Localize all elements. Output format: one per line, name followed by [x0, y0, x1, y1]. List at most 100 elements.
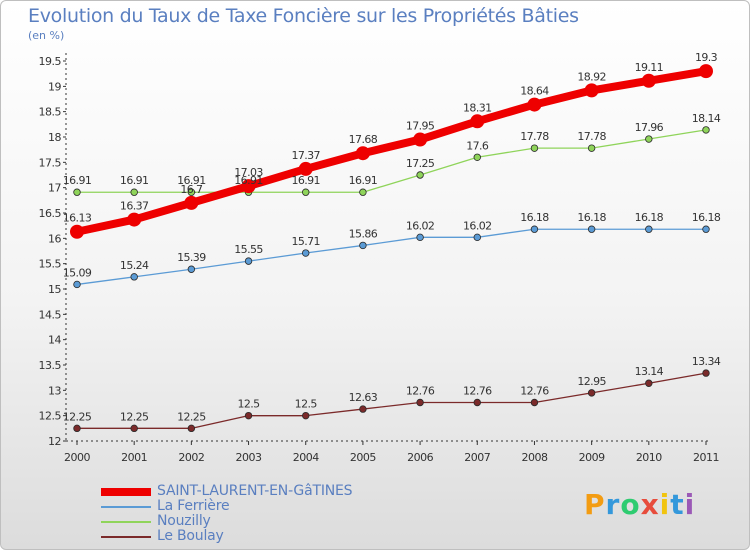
data-label: 16.13 [63, 212, 92, 225]
y-tick-label: 14 [48, 334, 61, 347]
data-point [699, 64, 713, 79]
x-tick-label: 2007 [464, 451, 490, 464]
data-point [130, 273, 138, 281]
data-point [587, 144, 596, 152]
data-point [645, 379, 653, 387]
data-label: 12.25 [120, 410, 149, 423]
data-point [416, 398, 424, 407]
x-tick-label: 2005 [350, 451, 376, 464]
data-label: 13.14 [635, 365, 664, 378]
data-point [73, 280, 81, 289]
data-label: 18.31 [463, 101, 492, 114]
data-point [416, 233, 424, 242]
logo-letter: r [605, 488, 621, 521]
data-label: 19.3 [695, 51, 718, 64]
data-label: 15.24 [120, 259, 149, 272]
logo-letter: t [670, 488, 685, 521]
data-label: 16.18 [520, 211, 549, 224]
data-point [359, 241, 367, 250]
data-label: 15.71 [291, 235, 320, 248]
logo-letter: x [640, 488, 660, 521]
data-point [527, 97, 542, 112]
logo-letter: P [584, 488, 606, 521]
data-label: 12.25 [63, 410, 92, 423]
data-point [359, 188, 367, 196]
legend-swatch [101, 488, 151, 496]
data-point [530, 398, 539, 407]
data-point [73, 424, 81, 433]
x-tick-label: 2002 [178, 451, 204, 464]
data-point [530, 225, 539, 233]
data-label: 12.76 [406, 384, 435, 397]
data-point [530, 144, 539, 152]
data-label: 16.91 [291, 174, 320, 187]
data-point [416, 171, 424, 179]
data-label: 12.95 [577, 375, 606, 388]
legend-label: Nouzilly [157, 513, 211, 529]
y-tick-label: 19 [48, 80, 61, 93]
data-point [70, 224, 84, 239]
logo-letter: o [620, 488, 641, 521]
x-tick-label: 2011 [693, 451, 719, 464]
legend-label: SAINT-LAURENT-EN-GâTINES [157, 483, 353, 499]
data-point [587, 389, 596, 397]
data-point [241, 179, 256, 194]
data-point [473, 153, 481, 161]
data-label: 16.7 [180, 183, 203, 196]
legend-label: Le Boulay [157, 528, 224, 544]
data-point [298, 161, 313, 176]
data-label: 12.5 [295, 398, 318, 411]
logo-letter: i [659, 488, 671, 521]
data-label: 16.02 [406, 219, 435, 232]
series-line-0 [73, 67, 710, 236]
chart-title: Evolution du Taux de Taxe Foncière sur l… [28, 5, 579, 27]
y-tick-label: 18.5 [39, 106, 62, 119]
data-label: 17.96 [635, 121, 664, 134]
data-point [130, 424, 138, 433]
data-label: 15.39 [177, 251, 206, 264]
y-tick-label: 12 [48, 435, 61, 448]
data-label: 16.37 [120, 200, 149, 213]
data-point [187, 188, 196, 196]
data-point [702, 369, 710, 377]
data-label: 13.34 [692, 355, 721, 368]
y-tick-label: 15.5 [39, 258, 62, 271]
data-point [645, 225, 653, 233]
y-tick-label: 13 [48, 384, 61, 397]
legend-label: La Ferrière [157, 498, 230, 514]
series-line-2 [76, 129, 707, 193]
data-label: 18.64 [520, 85, 549, 98]
data-point [187, 424, 196, 433]
data-point [127, 212, 142, 227]
data-label: 17.6 [466, 139, 489, 152]
data-label: 17.03 [234, 166, 263, 179]
y-tick-label: 16.5 [39, 207, 62, 220]
data-point [473, 398, 481, 407]
data-point [584, 83, 599, 98]
data-label: 18.14 [692, 112, 721, 125]
data-label: 16.91 [349, 174, 378, 187]
data-point [587, 225, 596, 233]
data-label: 17.68 [349, 133, 378, 146]
x-tick-label: 2008 [521, 451, 547, 464]
data-label: 16.18 [635, 211, 664, 224]
data-label: 19.11 [635, 61, 664, 74]
data-point [470, 114, 485, 129]
y-tick-label: 12.5 [39, 410, 62, 423]
data-point [244, 257, 253, 265]
data-point [184, 195, 199, 210]
series-line-1 [76, 228, 707, 286]
x-tick-label: 2004 [293, 451, 319, 464]
series-line-3 [76, 372, 707, 429]
x-tick-label: 2006 [407, 451, 433, 464]
data-label: 15.09 [63, 266, 92, 279]
legend-swatch [101, 521, 151, 523]
x-tick-label: 2003 [236, 451, 262, 464]
data-label: 16.91 [177, 174, 206, 187]
data-point [302, 249, 310, 257]
data-label: 17.25 [406, 157, 435, 170]
data-label: 12.63 [349, 391, 378, 404]
data-point [130, 188, 138, 196]
